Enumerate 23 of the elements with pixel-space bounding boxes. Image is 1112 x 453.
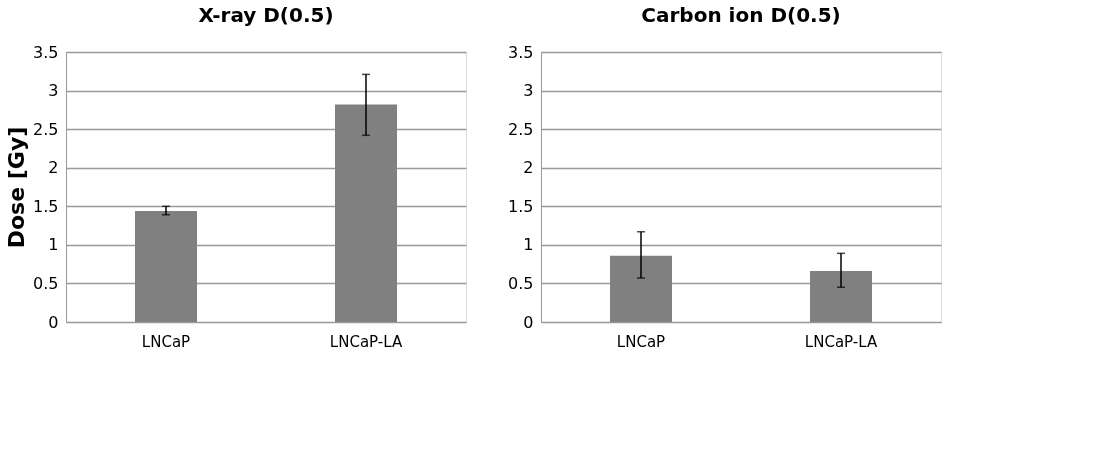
y-tick-label: 3.5 bbox=[508, 42, 534, 62]
x-tick-label: LNCaP bbox=[141, 332, 191, 351]
chart-title: Carbon ion D(0.5) bbox=[641, 3, 841, 27]
x-tick-label: LNCaP bbox=[616, 332, 666, 351]
y-tick-label: 0 bbox=[48, 312, 59, 332]
y-tick-label: 1 bbox=[523, 235, 534, 255]
y-tick-label: 1.5 bbox=[33, 196, 59, 216]
y-tick-label: 2 bbox=[48, 158, 59, 178]
y-tick-label: 0.5 bbox=[508, 273, 534, 293]
y-tick-label: 2.5 bbox=[508, 119, 534, 139]
y-tick-label: 2.5 bbox=[33, 119, 59, 139]
y-tick-label: 1.5 bbox=[508, 196, 534, 216]
y-tick-label: 1 bbox=[48, 235, 59, 255]
y-tick-label: 0.5 bbox=[33, 273, 59, 293]
y-tick-label: 3.5 bbox=[33, 42, 59, 62]
y-axis-title: Dose [Gy] bbox=[4, 126, 30, 249]
x-tick-label: LNCaP-LA bbox=[329, 332, 403, 351]
chart-title: X-ray D(0.5) bbox=[198, 3, 334, 27]
y-tick-label: 2 bbox=[523, 158, 534, 178]
x-tick-label: LNCaP-LA bbox=[804, 332, 878, 351]
y-tick-label: 3 bbox=[48, 81, 59, 101]
y-tick-label: 3 bbox=[523, 81, 534, 101]
y-tick-label: 0 bbox=[523, 312, 534, 332]
